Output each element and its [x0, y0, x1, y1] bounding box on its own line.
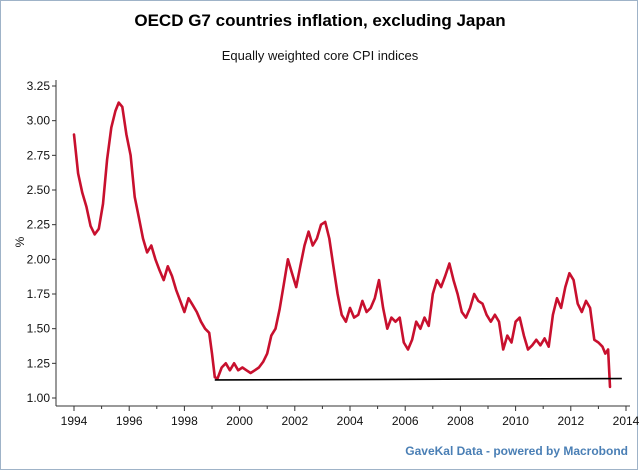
y-tick-label: 1.25: [27, 356, 51, 370]
series-line-core-cpi: [72, 101, 612, 389]
x-tick-label: 2006: [392, 414, 419, 428]
y-tick-label: 2.50: [27, 183, 51, 197]
y-tick-label: 2.00: [27, 252, 51, 266]
x-tick-label: 2014: [613, 414, 640, 428]
x-tick-label: 1996: [116, 414, 143, 428]
y-tick-label: 1.00: [27, 391, 51, 405]
plot-area: [72, 101, 622, 389]
x-tick-label: 1998: [171, 414, 198, 428]
x-tick-label: 2000: [226, 414, 253, 428]
y-tick-label: 3.25: [27, 79, 51, 93]
x-tick-label: 1994: [61, 414, 88, 428]
x-tick-label: 2012: [557, 414, 584, 428]
y-tick-label: 3.00: [27, 114, 51, 128]
y-tick-label: 2.25: [27, 218, 51, 232]
x-tick-label: 2002: [281, 414, 308, 428]
chart-title: OECD G7 countries inflation, excluding J…: [134, 11, 505, 30]
x-tick-label: 2010: [502, 414, 529, 428]
source-credit: GaveKal Data - powered by Macrobond: [405, 444, 628, 458]
y-tick-label: 1.50: [27, 322, 51, 336]
axes-group: 1.00 1.25 1.50 1.75 2.00 2.25 2.50 2.75 3.00 3.25…: [27, 79, 640, 428]
chart-subtitle: Equally weighted core CPI indices: [222, 48, 419, 63]
y-tick-label: 2.75: [27, 148, 51, 162]
y-tick-label: 1.75: [27, 287, 51, 301]
series-line-reference: [214, 377, 622, 381]
x-tick-label: 2008: [447, 414, 474, 428]
y-axis-label: %: [13, 236, 27, 247]
x-tick-label: 2004: [337, 414, 364, 428]
